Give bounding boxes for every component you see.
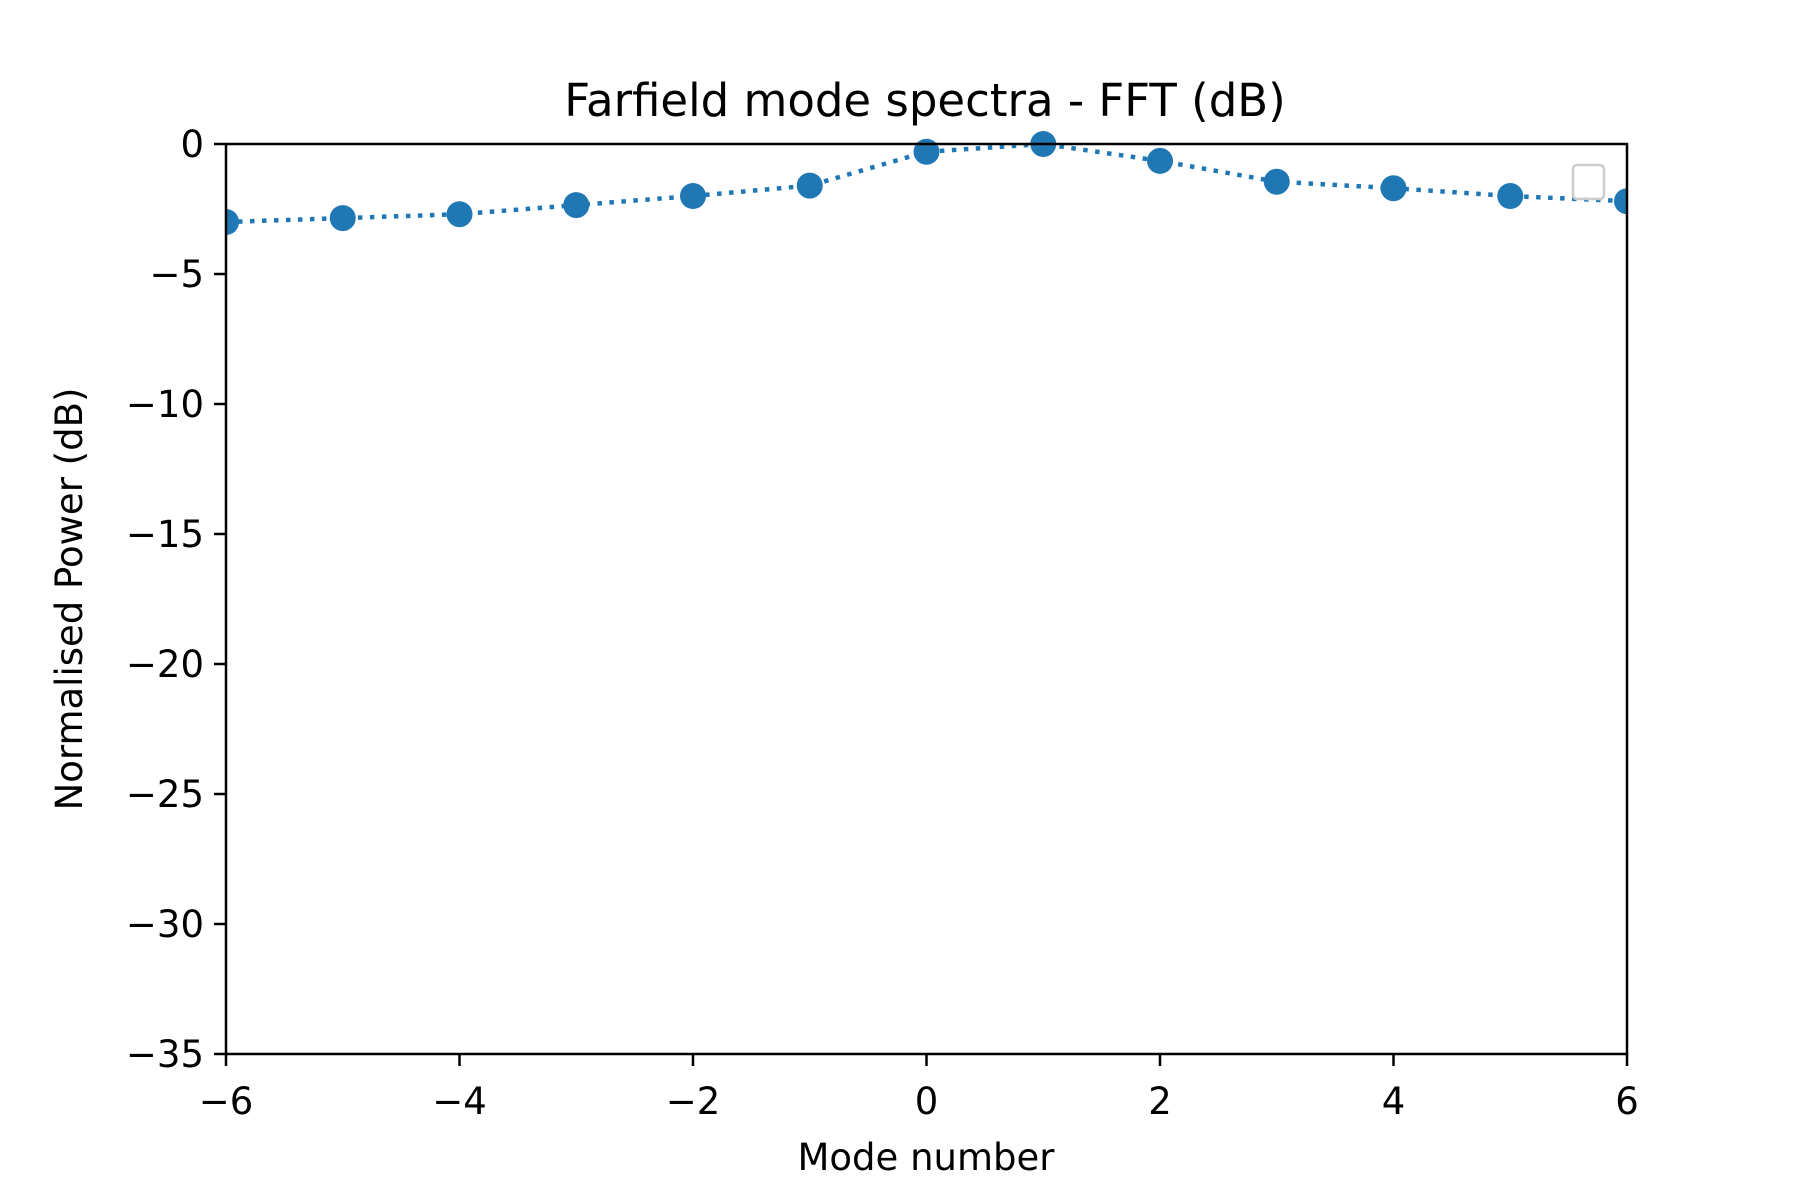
- legend-box: [1571, 163, 1606, 201]
- data-point: [563, 192, 590, 219]
- x-tick-label: −2: [666, 1080, 721, 1123]
- data-point: [329, 205, 356, 232]
- x-tick-label: −4: [432, 1080, 487, 1123]
- marker-layer: [226, 131, 1627, 235]
- x-ticks: −6 −4 −2 0 2 4 6: [199, 1054, 1639, 1123]
- data-point: [446, 201, 473, 228]
- x-tick-label: 0: [915, 1080, 939, 1123]
- y-tick-label: −25: [126, 773, 204, 816]
- x-tick-label: 2: [1148, 1080, 1172, 1123]
- y-ticks: 0 −5 −10 −15 −20 −25 −30 −35: [126, 123, 226, 1076]
- y-tick-label: −10: [126, 383, 204, 426]
- y-tick-label: −30: [126, 903, 204, 946]
- data-point: [1263, 168, 1290, 195]
- x-tick-label: 4: [1382, 1080, 1406, 1123]
- data-point: [226, 209, 239, 235]
- x-tick-label: −6: [199, 1080, 254, 1123]
- x-tick-label: 6: [1615, 1080, 1639, 1123]
- data-point: [1614, 188, 1627, 215]
- y-tick-label: −20: [126, 643, 204, 686]
- data-point: [680, 183, 706, 209]
- y-tick-label: 0: [180, 123, 204, 166]
- y-tick-label: −5: [149, 253, 204, 296]
- data-point: [1147, 147, 1173, 174]
- x-axis-label: Mode number: [798, 1136, 1056, 1179]
- data-point: [1380, 175, 1407, 202]
- y-axis-label: Normalised Power (dB): [48, 388, 91, 811]
- y-tick-label: −35: [126, 1033, 204, 1076]
- y-tick-label: −15: [126, 513, 204, 556]
- data-point: [796, 172, 823, 199]
- data-point: [913, 138, 940, 165]
- chart-title: Farfield mode spectra - FFT (dB): [564, 74, 1285, 127]
- data-point: [1497, 183, 1524, 209]
